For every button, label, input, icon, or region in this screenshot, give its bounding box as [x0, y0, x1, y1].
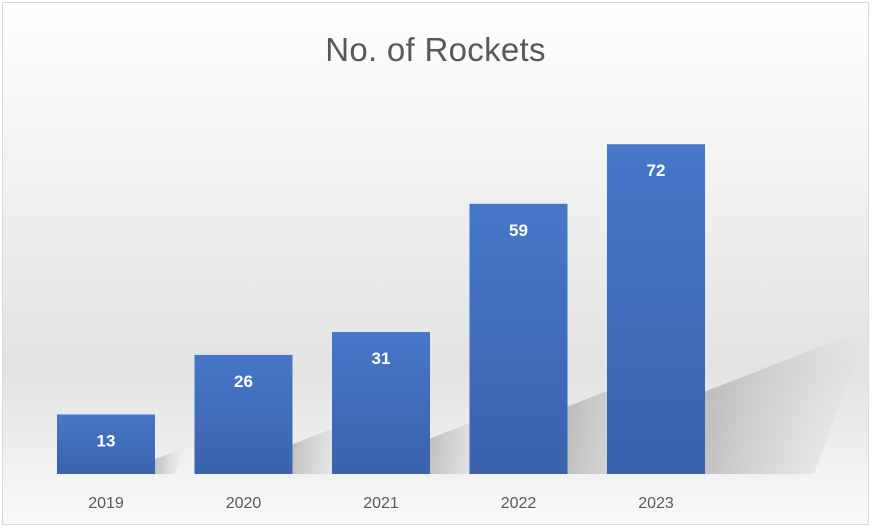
x-tick-label: 2023	[638, 495, 674, 512]
bar-2022	[469, 203, 568, 474]
bar-chart: 13 26 31 59 72 2019 2020 2021 2022 2023	[57, 144, 868, 512]
bar-2019	[57, 414, 155, 474]
x-tick-label: 2019	[88, 495, 124, 512]
data-label-2022: 59	[509, 221, 528, 240]
x-tick-label: 2021	[363, 495, 399, 512]
data-label-2021: 31	[372, 349, 391, 368]
x-tick-label: 2020	[226, 495, 262, 512]
bar-2020	[194, 354, 293, 474]
data-label-2019: 13	[97, 431, 116, 450]
bar-shadow	[155, 447, 185, 474]
data-label-2020: 26	[234, 372, 253, 391]
bar-2021	[332, 332, 430, 474]
chart-title: No. of Rockets	[325, 31, 546, 68]
bar-shadow	[705, 328, 868, 474]
data-label-2023: 72	[647, 161, 666, 180]
x-tick-label: 2022	[501, 495, 537, 512]
bar-2023	[607, 144, 705, 475]
